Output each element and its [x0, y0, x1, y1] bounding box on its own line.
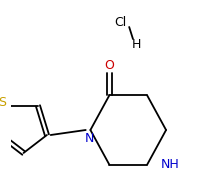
Text: H: H — [132, 38, 141, 51]
Text: N: N — [85, 132, 94, 144]
Text: NH: NH — [160, 158, 179, 171]
Text: S: S — [0, 96, 6, 110]
Text: Cl: Cl — [115, 16, 127, 28]
Text: O: O — [104, 59, 114, 72]
